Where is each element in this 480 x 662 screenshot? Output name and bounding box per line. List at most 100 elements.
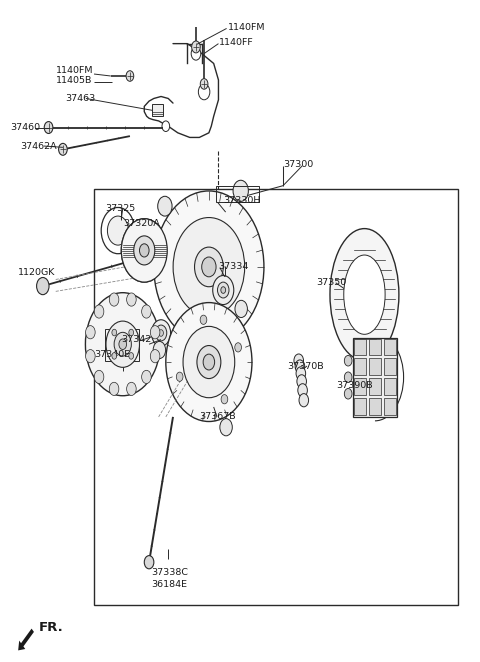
Circle shape: [213, 275, 234, 305]
Bar: [94, 189, 458, 605]
Circle shape: [134, 236, 155, 265]
Text: 1140FF: 1140FF: [219, 38, 254, 47]
Bar: [354, 378, 366, 395]
Circle shape: [129, 353, 133, 359]
Bar: [353, 338, 397, 417]
Circle shape: [158, 330, 163, 336]
Circle shape: [194, 247, 223, 287]
Circle shape: [221, 395, 228, 404]
Circle shape: [142, 370, 151, 383]
Circle shape: [344, 372, 352, 383]
Bar: [369, 378, 381, 395]
Bar: [216, 186, 259, 202]
Bar: [354, 338, 366, 355]
Circle shape: [152, 320, 170, 346]
Text: 37370B: 37370B: [287, 361, 324, 371]
Circle shape: [127, 293, 136, 306]
Circle shape: [200, 79, 208, 89]
Circle shape: [109, 382, 119, 395]
Circle shape: [235, 343, 241, 352]
Circle shape: [183, 326, 235, 398]
Circle shape: [108, 216, 129, 245]
Circle shape: [44, 122, 53, 134]
Circle shape: [197, 346, 221, 379]
Circle shape: [294, 354, 303, 367]
Circle shape: [119, 339, 127, 350]
Circle shape: [127, 382, 136, 395]
Circle shape: [134, 236, 155, 265]
FancyArrow shape: [18, 629, 34, 650]
Circle shape: [112, 353, 117, 359]
Circle shape: [112, 329, 117, 336]
Circle shape: [191, 47, 201, 60]
Circle shape: [158, 197, 172, 216]
Circle shape: [142, 305, 151, 318]
Bar: [354, 358, 366, 375]
Text: 37342: 37342: [121, 335, 152, 344]
Circle shape: [298, 384, 307, 397]
Circle shape: [235, 301, 247, 318]
Circle shape: [176, 372, 183, 381]
Text: 1140FM: 1140FM: [228, 23, 265, 32]
Circle shape: [297, 375, 306, 388]
Circle shape: [295, 360, 305, 373]
Circle shape: [202, 257, 216, 277]
Circle shape: [85, 326, 95, 339]
Circle shape: [156, 325, 167, 341]
Circle shape: [154, 191, 264, 343]
Text: 36184E: 36184E: [152, 580, 188, 589]
Circle shape: [153, 342, 166, 359]
Bar: [384, 358, 396, 375]
Circle shape: [344, 355, 352, 366]
Circle shape: [203, 354, 215, 370]
Ellipse shape: [344, 255, 385, 334]
Text: 37320A: 37320A: [123, 220, 159, 228]
Circle shape: [192, 41, 200, 53]
Bar: [384, 398, 396, 415]
Text: 37325: 37325: [105, 205, 135, 213]
Text: 37463: 37463: [65, 94, 96, 103]
Circle shape: [217, 282, 229, 298]
Circle shape: [202, 344, 216, 363]
Circle shape: [220, 418, 232, 436]
Text: 37367B: 37367B: [199, 412, 236, 422]
Circle shape: [121, 218, 167, 282]
Circle shape: [233, 180, 248, 201]
Ellipse shape: [330, 228, 399, 361]
Circle shape: [144, 555, 154, 569]
Bar: [384, 338, 396, 355]
Text: 37390B: 37390B: [336, 381, 372, 390]
Circle shape: [140, 244, 149, 257]
Bar: [105, 329, 140, 361]
Text: 37338C: 37338C: [152, 567, 189, 577]
Bar: [354, 398, 366, 415]
Text: 37350: 37350: [317, 278, 347, 287]
Circle shape: [106, 321, 140, 367]
Bar: [369, 398, 381, 415]
Text: 37300: 37300: [283, 160, 313, 169]
Text: 37462A: 37462A: [20, 142, 57, 150]
Text: 37460: 37460: [10, 123, 40, 132]
Circle shape: [94, 305, 104, 318]
Text: 1120GK: 1120GK: [17, 268, 55, 277]
Circle shape: [299, 394, 309, 407]
Bar: [369, 358, 381, 375]
Bar: [384, 378, 396, 395]
Circle shape: [109, 293, 119, 306]
Circle shape: [59, 144, 67, 156]
Text: 1140FM: 1140FM: [56, 66, 93, 75]
Circle shape: [150, 350, 160, 363]
Circle shape: [173, 218, 245, 316]
Text: 37330H: 37330H: [223, 197, 261, 205]
Circle shape: [150, 326, 160, 339]
Circle shape: [85, 293, 160, 396]
Circle shape: [121, 218, 167, 282]
Circle shape: [200, 315, 207, 324]
Circle shape: [85, 350, 95, 363]
Bar: [369, 338, 381, 355]
Circle shape: [162, 121, 169, 132]
Text: 37340E: 37340E: [94, 350, 130, 359]
Circle shape: [296, 367, 306, 380]
Circle shape: [129, 329, 133, 336]
Text: FR.: FR.: [39, 621, 64, 634]
